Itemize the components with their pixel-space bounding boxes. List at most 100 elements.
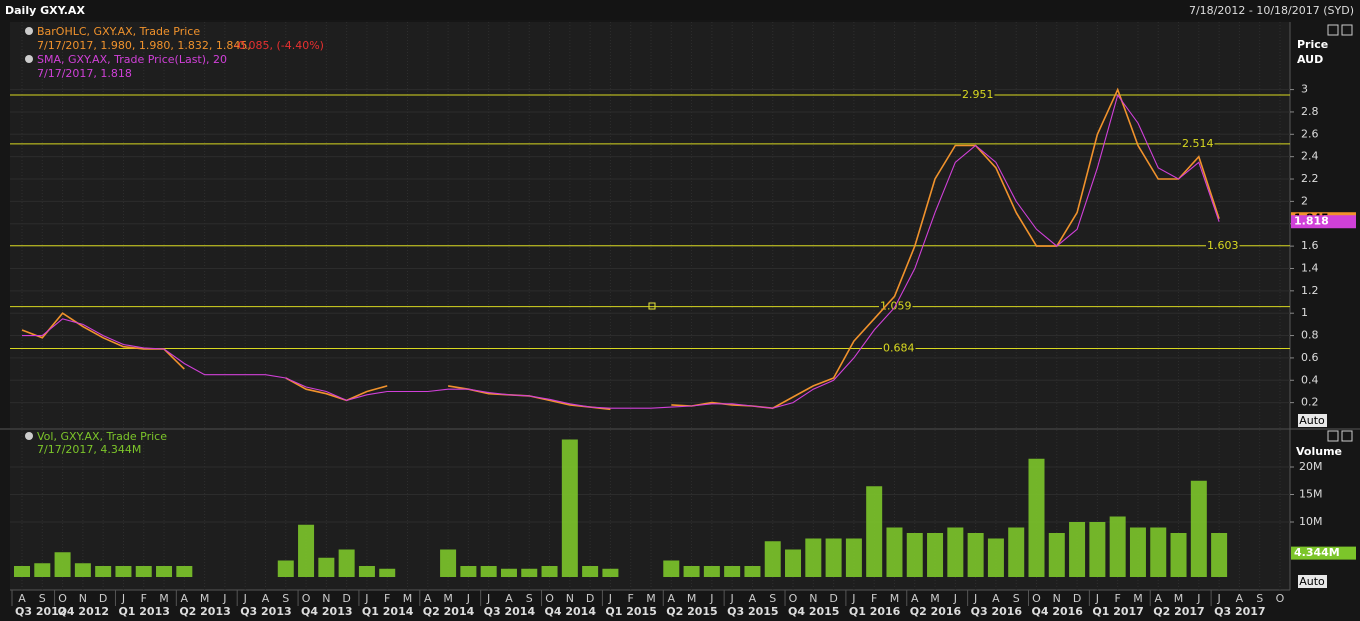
x-tick-label: N [322, 592, 330, 605]
quarter-label: Q3 2012 [15, 605, 66, 618]
last-sma-box [1291, 215, 1356, 229]
x-tick-label: A [1236, 592, 1244, 605]
volume-bar [683, 566, 700, 577]
last-volume-box [1291, 546, 1356, 560]
y2-tick-label: 10M [1299, 515, 1323, 528]
close-button[interactable] [1341, 430, 1353, 442]
x-tick-label: A [18, 592, 26, 605]
x-tick-label: J [121, 592, 125, 605]
y-tick-label: 2.6 [1301, 127, 1319, 140]
price-axis-label: Price [1297, 38, 1328, 51]
volume-bar [521, 568, 538, 577]
volume-bar [1008, 527, 1025, 577]
y-tick-label: 3 [1301, 83, 1308, 96]
y-tick-label: 2 [1301, 194, 1308, 207]
level-label-bg [961, 88, 995, 102]
volume-bar [1089, 522, 1106, 577]
volume-axis-label: Volume [1296, 445, 1342, 458]
y-tick-label: 0.8 [1301, 329, 1319, 342]
quarter-label: Q2 2013 [179, 605, 230, 618]
auto-label[interactable]: Auto [1299, 414, 1325, 427]
x-tick-label: A [424, 592, 432, 605]
x-tick-label: J [730, 592, 734, 605]
x-tick-label: D [586, 592, 594, 605]
price-line [21, 87, 1220, 411]
x-tick-label: M [890, 592, 900, 605]
volume-bar [54, 552, 71, 577]
quarter-label: Q1 2015 [605, 605, 656, 618]
legend-ohlc-values: 7/17/2017, 1.980, 1.980, 1.832, 1.845, [37, 39, 251, 52]
volume-bar [987, 538, 1004, 577]
x-tick-label: D [342, 592, 350, 605]
x-tick-label: N [1053, 592, 1061, 605]
legend-icon[interactable] [25, 55, 33, 63]
quarter-label: Q3 2013 [240, 605, 291, 618]
legend-icon[interactable] [25, 27, 33, 35]
x-tick-label: S [1013, 592, 1020, 605]
maximize-button[interactable] [1327, 430, 1339, 442]
x-tick-label: O [1276, 592, 1285, 605]
volume-bar [906, 533, 923, 577]
quarter-label: Q4 2014 [545, 605, 597, 618]
y-tick-label: 1.2 [1301, 284, 1319, 297]
close-button[interactable] [1341, 24, 1353, 36]
auto-label[interactable]: Auto [1299, 575, 1325, 588]
x-tick-label: A [181, 592, 189, 605]
quarter-label: Q3 2016 [971, 605, 1023, 618]
quarter-label: Q4 2013 [301, 605, 352, 618]
chart-title: Daily GXY.AX [5, 4, 85, 17]
x-tick-label: A [505, 592, 513, 605]
auto-button[interactable] [1298, 575, 1327, 588]
volume-bar [358, 566, 375, 577]
volume-bar [886, 527, 903, 577]
volume-bar [115, 566, 132, 577]
x-tick-label: J [608, 592, 612, 605]
anchor-marker[interactable] [648, 302, 656, 310]
quarter-label: Q1 2013 [118, 605, 169, 618]
x-tick-label: A [749, 592, 757, 605]
legend-ohlc-change: -0.085, (-4.40%) [234, 39, 324, 52]
quarter-label: Q2 2016 [910, 605, 962, 618]
volume-bar [176, 566, 193, 577]
volume-bar [338, 549, 355, 577]
quarter-label: Q2 2015 [666, 605, 717, 618]
x-tick-label: S [526, 592, 533, 605]
legend-ohlc-name: BarOHLC, GXY.AX, Trade Price [37, 25, 200, 38]
x-tick-label: J [486, 592, 490, 605]
x-tick-label: A [911, 592, 919, 605]
x-tick-label: M [403, 592, 413, 605]
x-tick-label: J [1216, 592, 1220, 605]
level-label: 2.514 [1182, 137, 1214, 150]
maximize-button[interactable] [1327, 24, 1339, 36]
volume-bar [582, 566, 599, 577]
volume-bar [480, 566, 497, 577]
volume-bar [1028, 458, 1045, 577]
volume-bar [298, 524, 315, 577]
x-tick-label: O [58, 592, 67, 605]
x-tick-label: D [1073, 592, 1081, 605]
x-tick-label: O [302, 592, 311, 605]
volume-bar [541, 566, 558, 577]
x-tick-label: M [443, 592, 453, 605]
x-tick-label: F [628, 592, 634, 605]
y-tick-label: 2.8 [1301, 105, 1319, 118]
volume-bar [1069, 522, 1086, 577]
volume-bar [1129, 527, 1146, 577]
volume-bar [135, 566, 152, 577]
legend-icon[interactable] [25, 432, 33, 440]
x-tick-label: J [364, 592, 368, 605]
x-tick-label: J [466, 592, 470, 605]
header-bar [0, 0, 1360, 20]
y2-tick-label: 15M [1299, 488, 1323, 501]
volume-bar [561, 439, 578, 577]
last-sma-label: 1.818 [1294, 215, 1329, 228]
x-tick-label: A [262, 592, 270, 605]
auto-button[interactable] [1298, 414, 1327, 427]
x-tick-label: M [646, 592, 656, 605]
volume-bar [967, 533, 984, 577]
volume-bar [1190, 480, 1207, 577]
level-label-bg [1181, 136, 1215, 150]
volume-bar [1211, 533, 1228, 577]
x-tick-label: D [829, 592, 837, 605]
